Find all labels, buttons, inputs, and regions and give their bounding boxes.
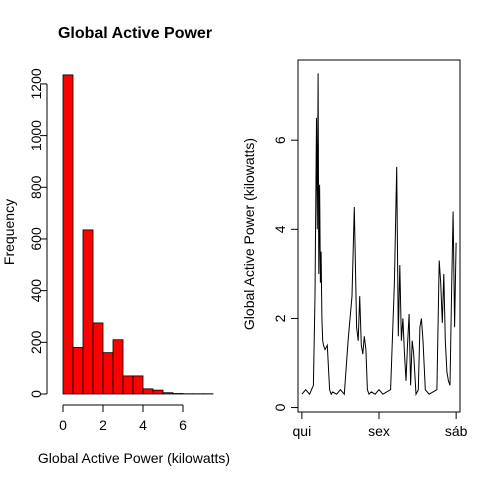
line-y-label: Global Active Power (kilowatts) xyxy=(241,138,257,330)
histogram-title: Global Active Power xyxy=(58,25,212,42)
histogram-x-axis: 0 2 4 6 xyxy=(59,405,187,433)
histogram-y-tick-label: 0 xyxy=(28,390,44,398)
histogram-bar xyxy=(103,353,113,394)
line-y-tick-label: 0 xyxy=(272,403,288,411)
line-y-tick-label: 4 xyxy=(272,225,288,233)
histogram-bar xyxy=(73,347,83,394)
line-x-axis: qui sex sáb xyxy=(293,412,468,439)
histogram-y-tick-label: 600 xyxy=(28,227,44,251)
histogram-bar xyxy=(143,389,153,394)
line-x-tick-label: sex xyxy=(368,423,390,439)
histogram-y-label: Frequency xyxy=(1,199,17,265)
histogram-bar xyxy=(123,376,133,394)
histogram-x-tick-label: 0 xyxy=(59,417,67,433)
line-plot-box xyxy=(298,60,460,412)
histogram-x-tick-label: 2 xyxy=(99,417,107,433)
line-x-tick-label: qui xyxy=(293,423,312,439)
histogram-y-tick-label: 1200 xyxy=(28,68,44,99)
histogram-bar xyxy=(163,393,173,394)
histogram-bar xyxy=(133,376,143,394)
line-x-tick-label: sáb xyxy=(445,423,468,439)
histogram-y-tick-label: 400 xyxy=(28,279,44,303)
line-series xyxy=(302,73,456,394)
histogram-x-tick-label: 4 xyxy=(139,417,147,433)
line-y-tick-label: 2 xyxy=(272,314,288,322)
histogram-bars xyxy=(63,75,213,394)
histogram-bar xyxy=(83,230,93,394)
histogram-y-tick-label: 800 xyxy=(28,175,44,199)
line-y-axis: 0 2 4 6 xyxy=(272,136,298,411)
line-y-tick-label: 6 xyxy=(272,136,288,144)
histogram-y-tick-label: 1000 xyxy=(28,120,44,151)
histogram-y-tick-label: 200 xyxy=(28,330,44,354)
histogram-y-axis: 0 200 400 600 800 1000 1200 xyxy=(28,68,47,398)
histogram-bar xyxy=(173,393,183,394)
histogram-panel: Global Active Power 0 200 400 600 800 1000 120… xyxy=(1,25,230,466)
histogram-bar xyxy=(93,323,103,394)
histogram-x-label: Global Active Power (kilowatts) xyxy=(38,450,230,466)
histogram-bar xyxy=(153,390,163,394)
histogram-x-tick-label: 6 xyxy=(179,417,187,433)
histogram-bar xyxy=(63,75,73,394)
line-panel: 0 2 4 6 qui sex sáb Global Active Power (kilo… xyxy=(241,60,468,439)
histogram-bar xyxy=(113,340,123,394)
